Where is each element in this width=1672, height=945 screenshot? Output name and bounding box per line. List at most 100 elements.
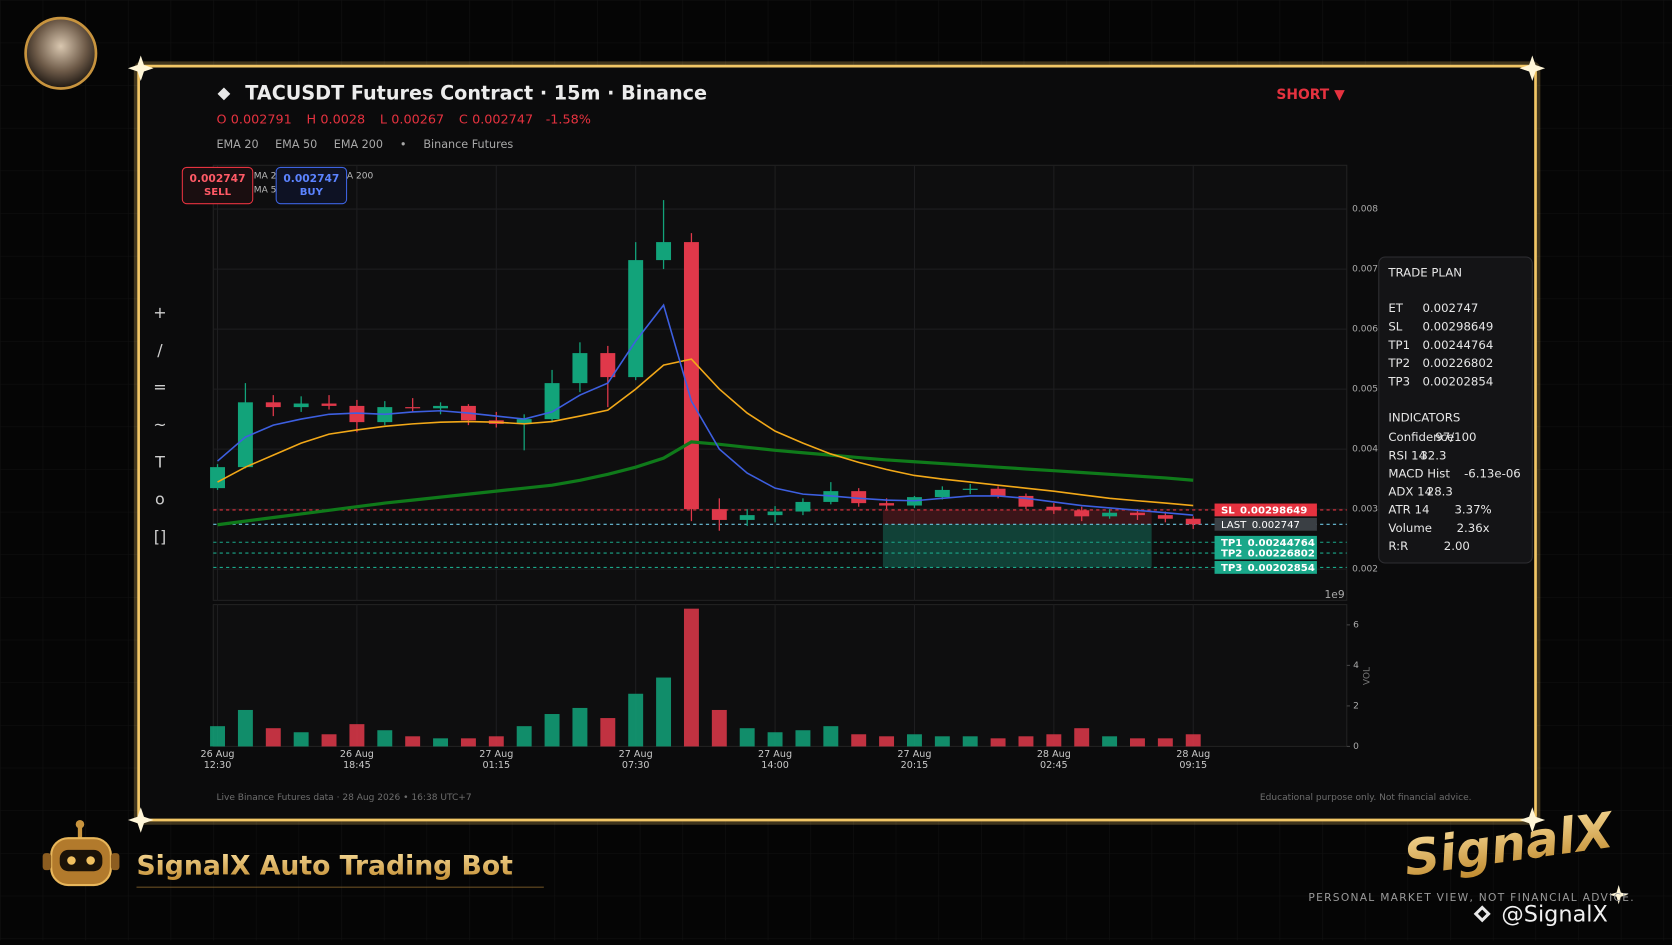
- plan-value: 0.00202854: [1422, 374, 1493, 388]
- level-tag-value: 0.00202854: [1248, 563, 1315, 574]
- title-icon: [217, 87, 231, 101]
- source: Binance Futures: [423, 138, 513, 151]
- indicator-label: ATR 14: [1388, 502, 1429, 516]
- volume-bar: [237, 709, 253, 747]
- legend-separator: •: [400, 138, 407, 151]
- candle-body: [711, 509, 727, 520]
- plan-value: 0.002747: [1422, 301, 1478, 315]
- candle-body: [349, 405, 365, 423]
- ohlc-value: 0.00267: [391, 112, 444, 127]
- y-tick-label: 0.007: [1352, 265, 1378, 275]
- risk-zone: [882, 509, 1152, 525]
- level-tag-label: TP1: [1221, 538, 1242, 549]
- indicator-row: MACD Hist -6.13e-06: [1388, 466, 1520, 480]
- ma-legend: MA 50: [254, 185, 283, 195]
- sparkles: [127, 55, 1629, 905]
- plan-row: ET 0.002747: [1388, 301, 1478, 315]
- x-tick-label: 27 Aug 07:30: [618, 749, 653, 771]
- indicator-label: Volume: [1388, 520, 1432, 534]
- level-tag-label: LAST: [1221, 520, 1247, 531]
- plan-value: 0.00298649: [1422, 319, 1493, 333]
- ohlc-label: L: [380, 112, 388, 127]
- candle-body: [739, 515, 755, 520]
- plan-label: SL: [1388, 319, 1402, 333]
- plan-value: 0.00244764: [1422, 337, 1493, 351]
- candle-body: [962, 488, 978, 490]
- indicator-row: ADX 1428.3: [1388, 484, 1452, 498]
- volume-bar: [377, 730, 393, 747]
- level-tag-text: SL 0.00298649: [1221, 505, 1307, 516]
- plan-label: TP2: [1387, 356, 1410, 370]
- ema-line: [217, 303, 1194, 516]
- side-badge[interactable]: SHORT ▼: [1276, 87, 1345, 103]
- tool: ~: [153, 415, 166, 434]
- volume-panel: [212, 604, 1348, 747]
- volume-bar: [683, 608, 699, 747]
- buy-box[interactable]: [275, 166, 348, 205]
- candle-body: [683, 242, 699, 510]
- volume-bar: [795, 730, 811, 747]
- buy-price: 0.002747: [283, 172, 339, 185]
- y-tick-label: 0.005: [1352, 385, 1378, 395]
- trade-plan-content: TRADE PLAN ET 0.002747 SL 0.00298649 TP1 0.002…: [1387, 265, 1520, 552]
- volume-bar: [1157, 738, 1173, 747]
- buy-button[interactable]: 0.002747 BUY: [275, 166, 348, 205]
- handle: @SignalX: [1501, 901, 1607, 927]
- ohlc-value: 0.002747: [472, 112, 533, 127]
- candle-body: [321, 403, 337, 406]
- candle-body: [767, 511, 783, 516]
- volume-bar: [600, 718, 616, 747]
- offset-label: 1e9: [1325, 588, 1345, 601]
- bot-name: SignalX Auto Trading Bot: [136, 850, 513, 881]
- level-tag-text: TP3 0.00202854: [1221, 563, 1315, 574]
- y-tick-label: 4: [1353, 661, 1359, 671]
- volume-axis-label: VOL: [1363, 667, 1373, 685]
- x-tick-label: 27 Aug 14:00: [758, 749, 793, 771]
- candle-body: [600, 353, 616, 378]
- ema-line: [217, 440, 1194, 527]
- volume-bar: [349, 724, 365, 747]
- plan-row: TP3 0.00202854: [1387, 374, 1493, 388]
- plan-label: TP1: [1387, 337, 1410, 351]
- volume-bar: [990, 738, 1006, 747]
- change: -1.58%: [546, 112, 591, 127]
- y-tick-label: 0.006: [1352, 325, 1378, 335]
- candle-body: [1074, 510, 1090, 517]
- x-tick-label: 27 Aug 01:15: [479, 749, 514, 771]
- ohlc-value: 0.002791: [231, 112, 292, 127]
- panel-title: TRADE PLAN: [1387, 265, 1462, 279]
- candle-body: [990, 488, 1006, 496]
- avatar[interactable]: [24, 16, 98, 90]
- candle-body: [405, 407, 421, 409]
- plot-layer: 0.002 0.003 0.004 0.005 0.006 0.007 0.008 1e9 0 2…: [210, 165, 1378, 752]
- volume-bar: [544, 714, 560, 747]
- candle-body: [516, 419, 532, 424]
- indicator-value: 3.37%: [1454, 502, 1491, 516]
- ema-line: [217, 358, 1194, 507]
- legend-item: EMA 200: [334, 138, 383, 151]
- indicator-value: 28.3: [1427, 484, 1453, 498]
- tool: +: [153, 303, 166, 322]
- sell-button[interactable]: 0.002747 SELL: [181, 166, 254, 205]
- y-tick-label: 0: [1353, 742, 1359, 752]
- level-tag-value: 0.00244764: [1248, 538, 1315, 549]
- level-tag: [1214, 546, 1317, 560]
- price-panel: [212, 164, 1348, 601]
- tool: T: [154, 452, 165, 471]
- buy-label: BUY: [300, 187, 324, 198]
- volume-bar: [934, 736, 950, 747]
- plan-label: TP3: [1387, 374, 1410, 388]
- candle-body: [293, 403, 309, 408]
- level-tag-value: 0.00226802: [1248, 549, 1315, 560]
- ma-legend: MA 200: [339, 171, 373, 181]
- chart-title: TACUSDT Futures Contract · 15m · Binance: [245, 81, 707, 104]
- volume-bar: [210, 726, 225, 747]
- volume-bar: [906, 734, 922, 747]
- ma-legend: MA 20: [254, 171, 283, 181]
- candle-body: [934, 489, 950, 498]
- sell-box[interactable]: [181, 166, 254, 205]
- sell-label: SELL: [204, 187, 232, 198]
- x-tick-label: 26 Aug 12:30: [200, 749, 235, 771]
- candle-body: [1102, 512, 1118, 517]
